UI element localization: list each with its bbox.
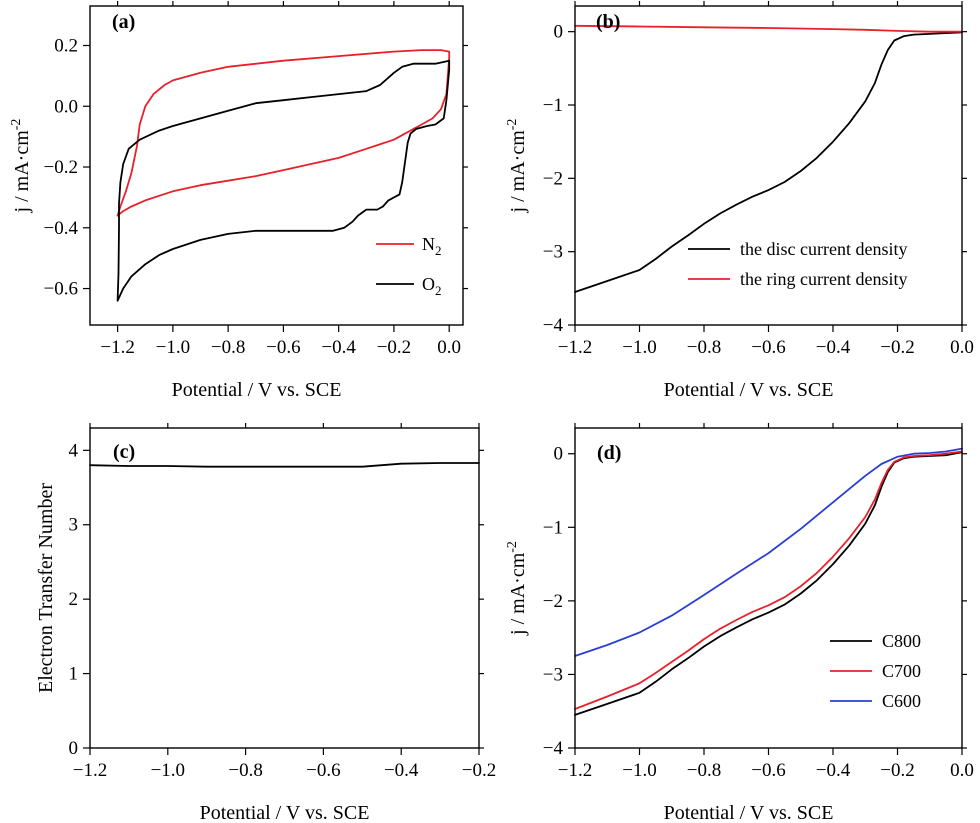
x-tick-label: −0.8 (228, 760, 262, 781)
x-tick-label: −1.0 (622, 337, 656, 358)
x-tick-label: −0.4 (384, 760, 419, 781)
x-tick-label: −1.2 (558, 337, 592, 358)
x-tick-label: −0.2 (880, 337, 914, 358)
y-tick-label: 4 (69, 440, 79, 461)
y-tick-label: 0 (554, 444, 564, 465)
y-tick-label: 1 (69, 664, 79, 685)
legend-entry: O2 (422, 274, 442, 298)
y-tick-label: −3 (543, 242, 563, 263)
x-tick-label: −0.6 (751, 337, 785, 358)
y-tick-label: −3 (543, 664, 563, 685)
x-axis-label: Potential / V vs. SCE (172, 379, 342, 401)
x-tick-label: −0.8 (687, 760, 721, 781)
panel-a: −1.2 −1.0 −0.8 −0.6 −0.4 −0.2 0.0 −0.6 −0.4 −0.2 0… (9, 1, 468, 401)
x-tick-label: −1.2 (73, 760, 107, 781)
x-tick-label: 0.0 (950, 760, 974, 781)
x-tick-label: −0.6 (266, 337, 300, 358)
plot-frame-c (89, 427, 480, 749)
x-tick-label: −0.2 (462, 760, 496, 781)
x-tick-label: 0.0 (437, 337, 461, 358)
x-tick-label: −1.0 (156, 337, 190, 358)
x-tick-label: 0.0 (950, 337, 974, 358)
y-tick-label: −4 (543, 738, 564, 759)
panel-b: −1.2 −1.0 −0.8 −0.6 −0.4 −0.2 0.0 −4 −3 −2 −1 0 Pote… (505, 1, 974, 401)
x-tick-label: −1.0 (151, 760, 185, 781)
y-tick-label: −0.6 (44, 279, 78, 300)
legend-entry: C700 (882, 661, 921, 681)
x-tick-label: −0.2 (377, 337, 411, 358)
y-tick-label: 0 (69, 738, 79, 759)
y-axis-label: j / mA·cm-2 (505, 119, 529, 214)
y-tick-label: −4 (543, 315, 564, 336)
x-tick-label: −1.0 (622, 760, 656, 781)
x-tick-label: −1.2 (558, 760, 592, 781)
y-tick-label: −0.4 (44, 218, 79, 239)
x-tick-label: −0.8 (687, 337, 721, 358)
series-line-c-0 (89, 462, 480, 468)
panel-label: (b) (596, 11, 620, 33)
y-axis-label: j / mA·cm-2 (505, 541, 529, 636)
x-tick-label: −1.2 (100, 337, 134, 358)
series-line-d-c600 (574, 447, 963, 657)
y-tick-label: −0.2 (44, 157, 78, 178)
series-line-a-n- (116, 49, 451, 217)
legend-entry: the ring current density (740, 269, 907, 289)
y-tick-label: 0.2 (54, 35, 78, 56)
y-tick-label: −1 (543, 95, 563, 116)
x-axis-label: Potential / V vs. SCE (664, 379, 834, 401)
x-tick-label: −0.4 (321, 337, 356, 358)
y-tick-label: −2 (543, 168, 563, 189)
panel-label: (a) (112, 11, 135, 33)
y-axis-label-superscript: -2 (9, 119, 24, 131)
panel-label: (c) (113, 441, 135, 463)
x-tick-label: −0.8 (211, 337, 245, 358)
x-axis-label: Potential / V vs. SCE (200, 802, 370, 823)
legend-entry-subscript: 2 (435, 243, 442, 258)
y-axis-label: j / mA·cm-2 (9, 119, 33, 214)
y-tick-label: 0 (554, 22, 564, 43)
panel-d: −1.2 −1.0 −0.8 −0.6 −0.4 −0.2 0.0 −4 −3 −2 −1 0 Pote… (505, 423, 974, 823)
legend-entry: C800 (882, 631, 921, 651)
x-tick-label: −0.4 (816, 760, 851, 781)
y-tick-label: −2 (543, 591, 563, 612)
y-axis-label-superscript: -2 (505, 119, 520, 131)
legend-entry-subscript: 2 (435, 283, 442, 298)
x-tick-label: −0.4 (816, 337, 851, 358)
y-axis-label: Electron Transfer Number (35, 483, 57, 693)
panel-c: −1.2 −1.0 −0.8 −0.6 −0.4 −0.2 0 1 2 3 4 Potential /… (35, 423, 496, 823)
x-tick-label: −0.2 (880, 760, 914, 781)
y-tick-label: 0.0 (54, 96, 78, 117)
series-line-b-the-ring-current-density (574, 24, 963, 33)
series-line-a-o- (116, 59, 451, 302)
legend-entry: the disc current density (740, 239, 907, 259)
x-tick-label: −0.6 (751, 760, 785, 781)
plot-frame-a (89, 5, 464, 326)
series-line-d-c700 (574, 450, 963, 710)
x-tick-label: −0.6 (306, 760, 340, 781)
y-tick-label: 3 (69, 515, 79, 536)
y-axis-label-superscript: -2 (505, 541, 520, 553)
y-tick-label: 2 (69, 589, 79, 610)
legend-entry: N2 (422, 234, 442, 258)
y-tick-label: −1 (543, 517, 563, 538)
series-line-b-the-disc-current-density (574, 31, 963, 293)
legend-entry: C600 (882, 691, 921, 711)
x-axis-label: Potential / V vs. SCE (664, 802, 834, 823)
panel-label: (d) (597, 442, 621, 464)
